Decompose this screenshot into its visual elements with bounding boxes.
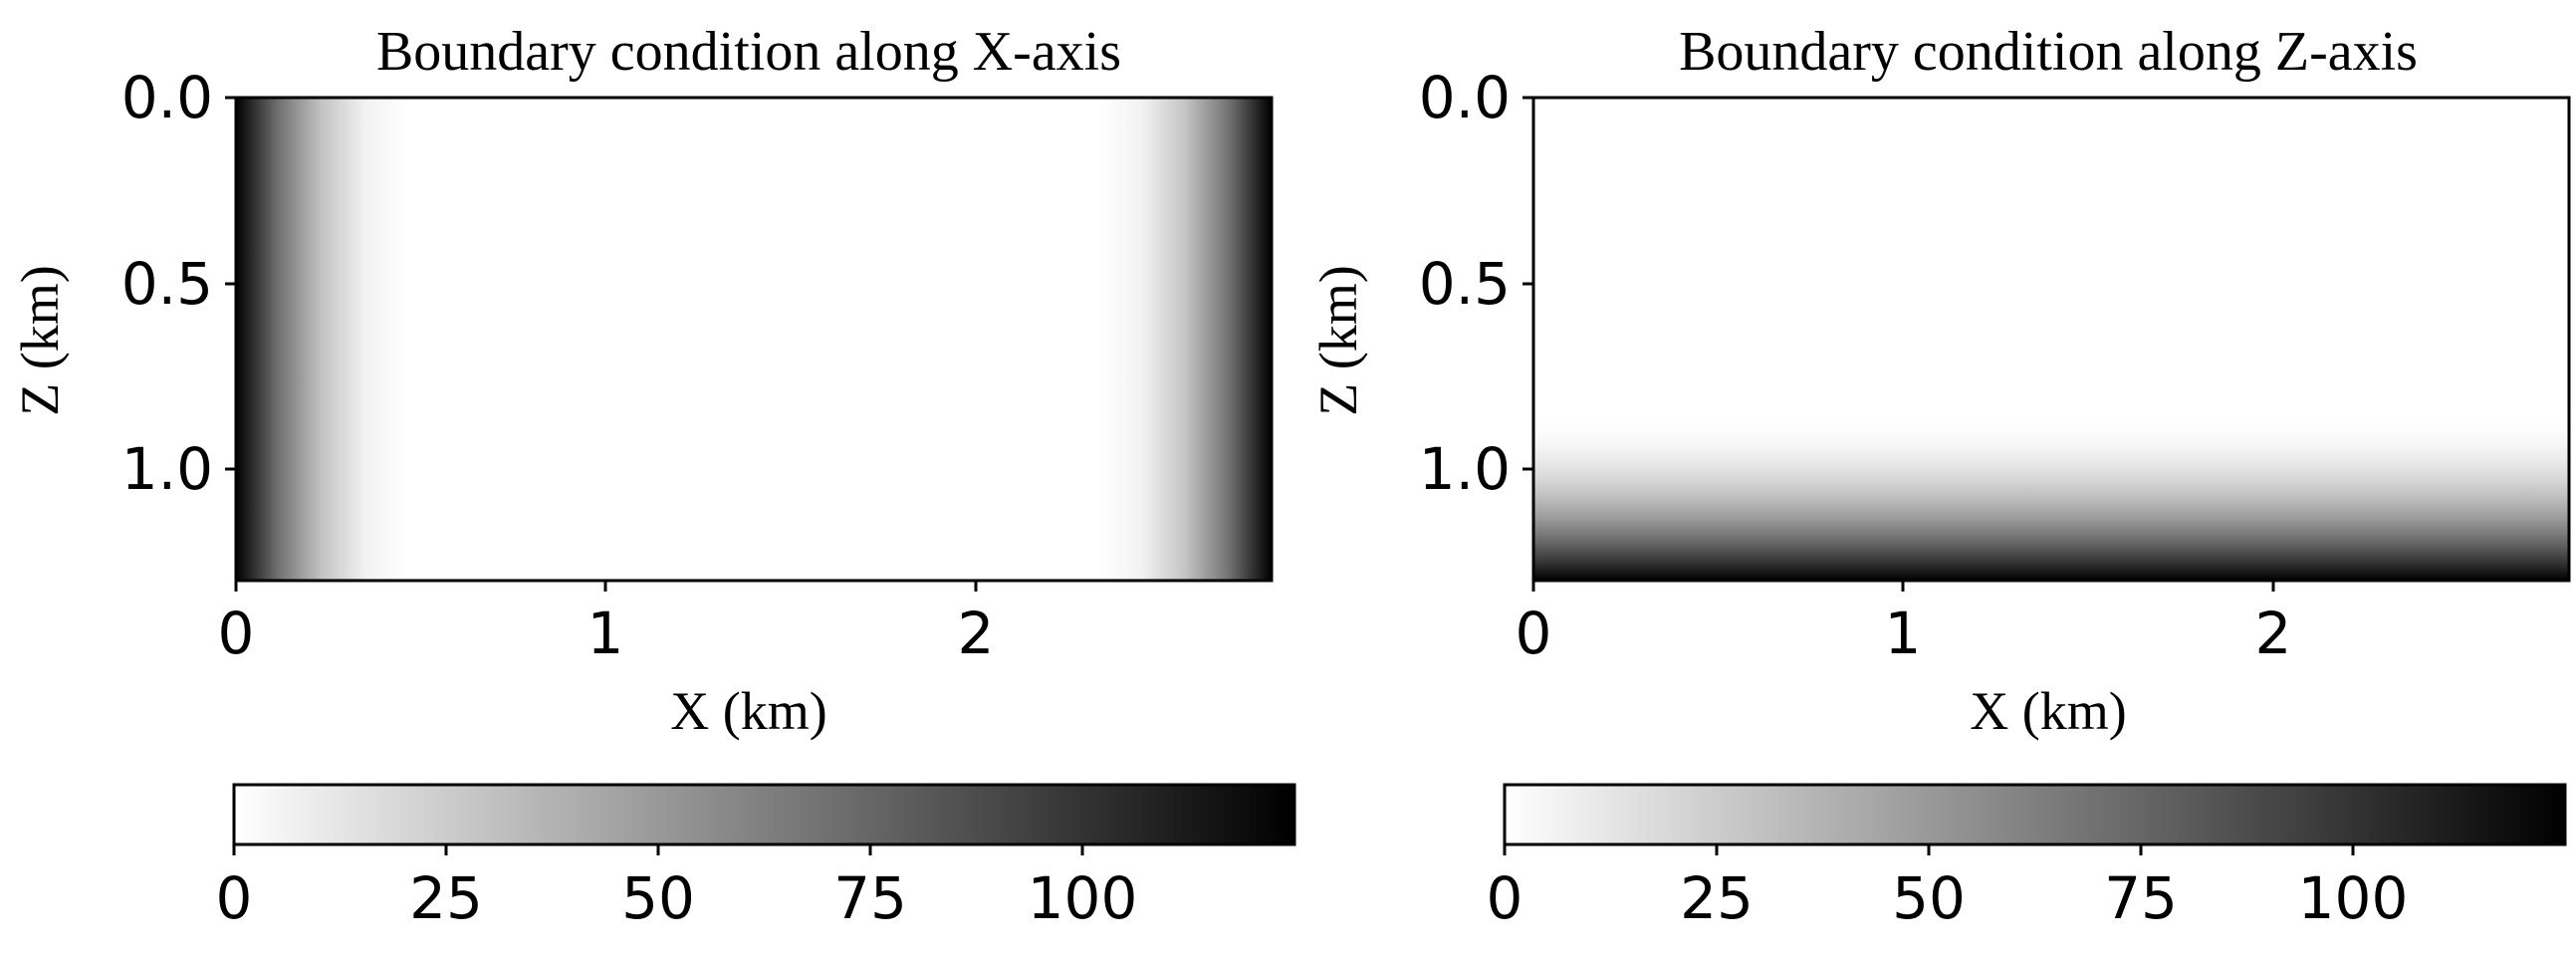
y-tick-label: 0.5 [121, 250, 213, 318]
colorbar-tick-label: 25 [409, 864, 483, 932]
colorbar-tick-labels: 0 25 50 75 100 [216, 864, 1138, 932]
panel-x-boundary: Boundary condition along X-axis Z (km) X… [10, 21, 1296, 932]
colorbar-tick-label: 0 [1487, 864, 1523, 932]
y-tick-label: 1.0 [1419, 435, 1511, 503]
chart-title: Boundary condition along Z-axis [1679, 21, 2418, 83]
x-tick-marks [1531, 581, 2275, 592]
x-axis-label: X (km) [670, 681, 826, 741]
y-tick-label: 1.0 [121, 435, 213, 503]
colorbar-frame [232, 783, 1296, 846]
colorbar-tick-label: 100 [1028, 864, 1138, 932]
y-tick-labels: 0.0 0.5 1.0 [1419, 64, 1511, 503]
colorbar-tick-marks [1503, 844, 2355, 855]
colorbar [1505, 785, 2565, 844]
x-tick-label: 0 [1516, 599, 1552, 667]
heatmap-plot [236, 98, 1272, 581]
x-tick-labels: 0 1 2 [218, 599, 995, 667]
colorbar-frame [1503, 783, 2567, 846]
chart-title: Boundary condition along X-axis [376, 21, 1121, 83]
y-tick-label: 0.0 [121, 64, 213, 131]
colorbar-tick-label: 75 [2104, 864, 2178, 932]
x-tick-label: 1 [1885, 599, 1922, 667]
heatmap-plot [1533, 98, 2569, 581]
y-tick-label: 0.0 [1419, 64, 1511, 131]
y-tick-marks [1522, 96, 1533, 471]
x-tick-label: 2 [958, 599, 995, 667]
y-axis-label: Z (km) [10, 265, 70, 415]
colorbar-tick-label: 0 [216, 864, 253, 932]
x-tick-label: 1 [587, 599, 624, 667]
y-tick-label: 0.5 [1419, 250, 1511, 318]
colorbar-tick-labels: 0 25 50 75 100 [1487, 864, 2409, 932]
x-tick-label: 0 [218, 599, 255, 667]
colorbar-tick-marks [232, 844, 1084, 855]
y-axis-label: Z (km) [1308, 265, 1368, 415]
x-tick-label: 2 [2255, 599, 2292, 667]
plot-frame [234, 96, 1274, 583]
y-tick-labels: 0.0 0.5 1.0 [121, 64, 213, 503]
colorbar-tick-label: 50 [621, 864, 695, 932]
x-tick-labels: 0 1 2 [1516, 599, 2292, 667]
colorbar-tick-label: 75 [833, 864, 907, 932]
colorbar [234, 785, 1294, 844]
y-tick-marks [225, 96, 236, 471]
x-axis-label: X (km) [1970, 681, 2126, 741]
colorbar-tick-label: 25 [1680, 864, 1754, 932]
plot-frame [1531, 96, 2571, 583]
colorbar-tick-label: 50 [1892, 864, 1966, 932]
x-tick-marks [234, 581, 978, 592]
colorbar-tick-label: 100 [2298, 864, 2409, 932]
panel-z-boundary: Boundary condition along Z-axis Z (km) X… [1308, 21, 2571, 932]
